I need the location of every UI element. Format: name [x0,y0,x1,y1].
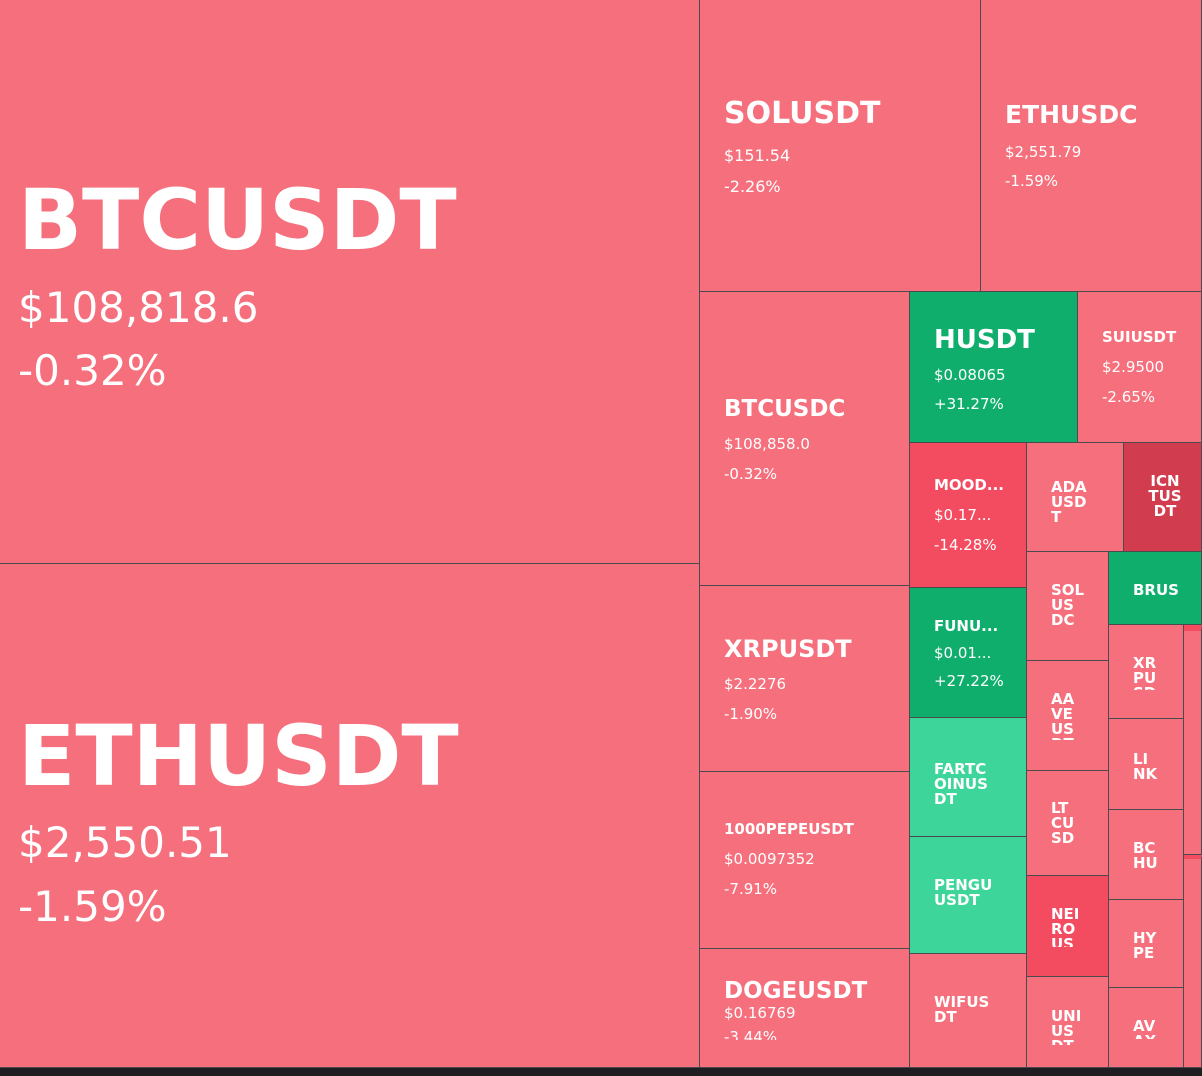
bottom-bar [0,1068,1202,1076]
tile-change: -0.32% [18,346,167,395]
tile-btcusdt[interactable]: BTCUSDT $108,818.6 -0.32% [0,0,700,564]
tile-symbol: DOGEUSDT [724,980,868,1004]
tile-change: -1.59% [1005,172,1059,190]
tile-change: +31.27% [934,395,1004,413]
tile-symbol: ETHUSDT [18,707,459,805]
tile-change: +27.22% [934,672,1004,690]
tile-ethusdt[interactable]: ETHUSDT $2,550.51 -1.59% [0,564,700,1068]
tile-symbol: LINKUSDT [1133,752,1158,780]
tile-icntusdt[interactable]: ICNTUSDT [1124,443,1202,552]
tile-symbol: ETHUSDC [1005,100,1138,129]
tile-aaveusdt[interactable]: AAVEUSDT [1027,661,1109,771]
tile-symbol: PENGUUSDT [934,876,993,909]
tile-avaxusdt[interactable]: AVAXUSDT [1109,988,1184,1068]
tile-funu[interactable]: FUNU... $0.01... +27.22% [910,588,1027,718]
tile-change: -3.44% [724,1028,778,1041]
tile-ethusdc[interactable]: ETHUSDC $2,551.79 -1.59% [981,0,1202,292]
tile-edge-2[interactable] [1184,855,1202,1068]
tile-price: $0.0097352 [724,850,815,868]
tile-change: -14.28% [934,536,997,554]
tile-symbol: BCHUSDT [1133,841,1158,869]
tile-dogeusdt[interactable]: DOGEUSDT $0.16769 -3.44% [700,949,910,1068]
tile-brus[interactable]: BRUS [1109,552,1202,625]
tile-symbol: AAVEUSDT [1051,692,1075,740]
tile-symbol: SOLUSDT [724,96,881,131]
tile-price: $108,818.6 [18,283,259,332]
tile-clip: DOGEUSDT $0.16769 -3.44% [724,980,904,1040]
tile-price: $0.16769 [724,1004,796,1022]
tile-ltcusdt[interactable]: LTCUSDT [1027,771,1109,876]
tile-symbol: ICNTUSDT [1148,474,1182,518]
tile-husdt[interactable]: HUSDT $0.08065 +31.27% [910,292,1078,443]
tile-symbol: BRUS [1133,581,1179,599]
tile-symbol: XRPUSDT [724,635,852,663]
tile-fartcoinusdt[interactable]: FARTCOINUSDT [910,718,1027,837]
tile-price: $2,551.79 [1005,143,1082,161]
tile-price: $2.2276 [724,675,787,693]
tile-symbol: BTCUSDT [18,171,457,269]
tile-symbol: SUIUSDT [1102,328,1177,346]
tile-symbol: UNIUSDT [1051,1009,1082,1045]
tile-symbol: MOOD... [934,476,1004,494]
tile-price: $151.54 [724,146,791,165]
tile-symbol: FUNU... [934,617,999,635]
tile-price: $108,858.0 [724,435,810,453]
tile-price: $2.9500 [1102,358,1165,376]
tile-change: -0.32% [724,465,778,483]
tile-symbol: SOLUSDC [1051,583,1085,629]
tile-change: -1.90% [724,705,778,723]
tile-bchusdt[interactable]: BCHUSDT [1109,810,1184,900]
tile-symbol: ADAUSDT [1051,478,1087,526]
tile-wifusdt[interactable]: WIFUSDT [910,954,1027,1068]
tile-solusdc[interactable]: SOLUSDC [1027,552,1109,661]
tile-btcusdc[interactable]: BTCUSDC $108,858.0 -0.32% [700,292,910,586]
tile-symbol: BTCUSDC [724,396,846,422]
tile-symbol: AVAXUSDT [1133,1019,1156,1039]
tile-price: $2,550.51 [18,818,232,867]
tile-change: -2.26% [724,177,781,196]
tile-change: -2.65% [1102,388,1156,406]
tile-symbol: FARTCOINUSDT [934,760,988,808]
tile-symbol: HYPEUSDT [1133,931,1157,959]
tile-symbol: XRPUSDC [1133,656,1157,690]
tile-symbol: 1000PEPEUSDT [724,820,854,838]
tile-symbol: LTCUSDT [1051,801,1075,845]
tile-xrpusdc[interactable]: XRPUSDC [1109,625,1184,719]
tile-change: -1.59% [18,882,167,931]
tile-neirousdt[interactable]: NEIROUSDT [1027,876,1109,977]
tile-mood[interactable]: MOOD... $0.17... -14.28% [910,443,1027,588]
tile-change: -7.91% [724,880,778,898]
tile-price: $0.08065 [934,366,1006,384]
tile-solusdt[interactable]: SOLUSDT $151.54 -2.26% [700,0,981,292]
tile-penguusdt[interactable]: PENGUUSDT [910,837,1027,954]
tile-price: $0.17... [934,506,992,524]
tile-adausdt[interactable]: ADAUSDT [1027,443,1124,552]
tile-hypeusdt[interactable]: HYPEUSDT [1109,900,1184,988]
tile-price: $0.01... [934,644,992,662]
tile-edge-1[interactable] [1184,625,1202,855]
tile-linkusdt[interactable]: LINKUSDT [1109,719,1184,810]
tile-uniusdt[interactable]: UNIUSDT [1027,977,1109,1068]
tile-symbol: HUSDT [934,325,1035,355]
tile-xrpusdt[interactable]: XRPUSDT $2.2276 -1.90% [700,586,910,772]
tile-symbol: WIFUSDT [934,993,990,1026]
tile-suiusdt[interactable]: SUIUSDT $2.9500 -2.65% [1078,292,1202,443]
tile-symbol: NEIROUSDT [1051,907,1080,947]
tile-1000pepeusdt[interactable]: 1000PEPEUSDT $0.0097352 -7.91% [700,772,910,949]
